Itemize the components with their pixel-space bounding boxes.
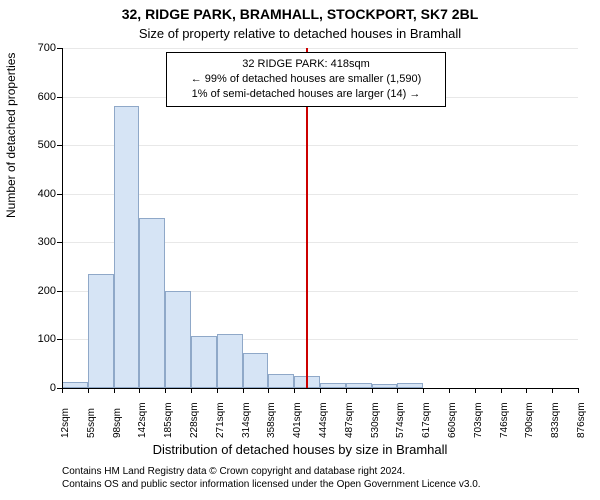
x-tick-label: 271sqm <box>215 402 226 438</box>
grid-line <box>62 194 578 195</box>
histogram-bar <box>191 336 217 388</box>
histogram-bar <box>217 334 243 388</box>
grid-line <box>62 145 578 146</box>
x-tick-mark <box>372 388 373 393</box>
x-tick-mark <box>423 388 424 393</box>
y-tick-label: 200 <box>26 285 56 297</box>
y-tick-label: 500 <box>26 139 56 151</box>
x-tick-label: 55sqm <box>86 408 97 438</box>
x-tick-mark <box>526 388 527 393</box>
x-tick-mark <box>88 388 89 393</box>
x-tick-label: 185sqm <box>163 402 174 438</box>
x-tick-label: 314sqm <box>241 402 252 438</box>
x-tick-mark <box>268 388 269 393</box>
footer-attribution: Contains HM Land Registry data © Crown c… <box>62 466 578 491</box>
x-tick-mark <box>243 388 244 393</box>
histogram-bar <box>165 291 191 388</box>
property-info-box: 32 RIDGE PARK: 418sqm← 99% of detached h… <box>166 52 446 107</box>
info-box-line-1: 32 RIDGE PARK: 418sqm <box>173 57 439 72</box>
x-tick-mark <box>501 388 502 393</box>
y-tick-label: 400 <box>26 188 56 200</box>
x-tick-label: 617sqm <box>421 402 432 438</box>
x-tick-mark <box>294 388 295 393</box>
x-tick-mark <box>475 388 476 393</box>
x-tick-label: 228sqm <box>189 402 200 438</box>
grid-line <box>62 48 578 49</box>
info-box-line-3: 1% of semi-detached houses are larger (1… <box>173 87 439 102</box>
x-tick-mark <box>320 388 321 393</box>
x-tick-mark <box>449 388 450 393</box>
x-tick-mark <box>578 388 579 393</box>
histogram-bar <box>88 274 114 388</box>
x-tick-mark <box>191 388 192 393</box>
page-title: 32, RIDGE PARK, BRAMHALL, STOCKPORT, SK7… <box>0 6 600 22</box>
y-tick-label: 700 <box>26 42 56 54</box>
footer-line-1: Contains HM Land Registry data © Crown c… <box>62 466 578 479</box>
histogram-plot: 010020030040050060070012sqm55sqm98sqm142… <box>62 48 578 388</box>
x-tick-label: 660sqm <box>447 402 458 438</box>
x-tick-label: 746sqm <box>499 402 510 438</box>
x-tick-label: 487sqm <box>344 402 355 438</box>
x-tick-label: 833sqm <box>550 402 561 438</box>
x-tick-mark <box>552 388 553 393</box>
x-tick-label: 444sqm <box>318 402 329 438</box>
x-tick-mark <box>114 388 115 393</box>
x-tick-label: 876sqm <box>576 402 587 438</box>
histogram-bar <box>114 106 140 388</box>
y-tick-label: 100 <box>26 333 56 345</box>
x-tick-mark <box>217 388 218 393</box>
x-tick-mark <box>139 388 140 393</box>
footer-line-2: Contains OS and public sector informatio… <box>62 479 578 492</box>
histogram-bar <box>268 374 294 388</box>
x-tick-mark <box>165 388 166 393</box>
y-tick-label: 600 <box>26 91 56 103</box>
x-tick-label: 401sqm <box>292 402 303 438</box>
x-tick-label: 98sqm <box>112 408 123 438</box>
y-axis-label: Number of detached properties <box>4 53 18 218</box>
y-tick-label: 300 <box>26 236 56 248</box>
histogram-bar <box>243 353 269 388</box>
x-tick-mark <box>397 388 398 393</box>
x-axis-label: Distribution of detached houses by size … <box>0 442 600 457</box>
x-tick-label: 12sqm <box>60 408 71 438</box>
page-subtitle: Size of property relative to detached ho… <box>0 26 600 41</box>
histogram-bar <box>139 218 165 388</box>
x-tick-label: 142sqm <box>137 402 148 438</box>
x-tick-mark <box>62 388 63 393</box>
info-box-line-2: ← 99% of detached houses are smaller (1,… <box>173 72 439 87</box>
x-tick-label: 574sqm <box>395 402 406 438</box>
x-tick-label: 530sqm <box>370 402 381 438</box>
x-tick-label: 358sqm <box>266 402 277 438</box>
x-tick-label: 703sqm <box>473 402 484 438</box>
y-tick-label: 0 <box>26 382 56 394</box>
y-axis <box>62 48 63 388</box>
x-tick-label: 790sqm <box>524 402 535 438</box>
x-tick-mark <box>346 388 347 393</box>
